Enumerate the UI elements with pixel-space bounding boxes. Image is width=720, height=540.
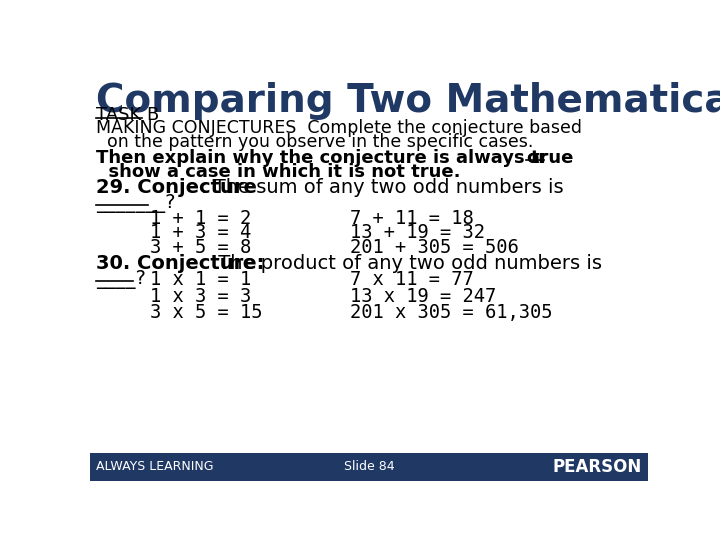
Text: 1 x 3 = 3: 1 x 3 = 3 bbox=[150, 287, 252, 306]
Bar bbox=[90, 453, 648, 481]
Text: 201 x 305 = 61,305: 201 x 305 = 61,305 bbox=[350, 303, 552, 322]
Text: show a case in which it is not true.: show a case in which it is not true. bbox=[96, 164, 461, 181]
Text: Comparing Two Mathematical Tasks: Comparing Two Mathematical Tasks bbox=[96, 82, 720, 120]
Text: PEARSON: PEARSON bbox=[552, 458, 642, 476]
Text: ____?: ____? bbox=[96, 271, 146, 289]
Text: 29. Conjecture: 29. Conjecture bbox=[96, 178, 257, 197]
Text: 3 x 5 = 15: 3 x 5 = 15 bbox=[150, 303, 263, 322]
Text: _______?: _______? bbox=[96, 194, 176, 213]
Text: : The sum of any two odd numbers is: : The sum of any two odd numbers is bbox=[201, 178, 564, 197]
Text: 3 + 5 = 8: 3 + 5 = 8 bbox=[150, 238, 252, 257]
Text: or: or bbox=[526, 148, 547, 167]
Text: Slide 84: Slide 84 bbox=[343, 460, 395, 473]
Text: 7 x 11 = 77: 7 x 11 = 77 bbox=[350, 271, 473, 289]
Text: 1 + 1 = 2: 1 + 1 = 2 bbox=[150, 209, 252, 228]
Text: on the pattern you observe in the specific cases.: on the pattern you observe in the specif… bbox=[96, 133, 534, 151]
Text: 13 x 19 = 247: 13 x 19 = 247 bbox=[350, 287, 496, 306]
Text: ALWAYS LEARNING: ALWAYS LEARNING bbox=[96, 460, 214, 473]
Text: The product of any two odd numbers is: The product of any two odd numbers is bbox=[212, 254, 602, 273]
Text: MAKING CONJECTURES  Complete the conjecture based: MAKING CONJECTURES Complete the conjectu… bbox=[96, 119, 582, 138]
Text: TASK B: TASK B bbox=[96, 106, 159, 124]
Text: 1 x 1 = 1: 1 x 1 = 1 bbox=[150, 271, 252, 289]
Text: Then explain why the conjecture is always true: Then explain why the conjecture is alway… bbox=[96, 148, 580, 167]
Text: 201 + 305 = 506: 201 + 305 = 506 bbox=[350, 238, 518, 257]
Text: 30. Conjecture:: 30. Conjecture: bbox=[96, 254, 264, 273]
Text: 13 + 19 = 32: 13 + 19 = 32 bbox=[350, 224, 485, 242]
Text: 7 + 11 = 18: 7 + 11 = 18 bbox=[350, 209, 473, 228]
Text: 1 + 3 = 4: 1 + 3 = 4 bbox=[150, 224, 252, 242]
